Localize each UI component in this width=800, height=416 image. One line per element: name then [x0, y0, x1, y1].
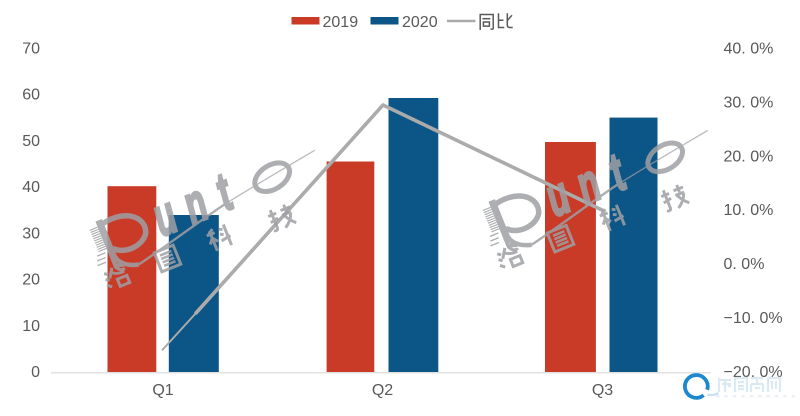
- svg-text:60: 60: [22, 87, 40, 104]
- svg-text:−10. 0%: −10. 0%: [724, 310, 783, 327]
- svg-text:Q2: Q2: [372, 382, 393, 399]
- svg-text:0. 0%: 0. 0%: [724, 256, 765, 273]
- svg-text:2020: 2020: [402, 14, 438, 31]
- svg-text:Q1: Q1: [152, 382, 173, 399]
- svg-text:50: 50: [22, 133, 40, 150]
- svg-text:20: 20: [22, 272, 40, 289]
- svg-text:0: 0: [31, 364, 40, 381]
- svg-text:2019: 2019: [323, 14, 359, 31]
- svg-text:40. 0%: 40. 0%: [724, 40, 774, 57]
- svg-text:30: 30: [22, 225, 40, 242]
- svg-text:10: 10: [22, 318, 40, 335]
- svg-text:30. 0%: 30. 0%: [724, 94, 774, 111]
- svg-text:10. 0%: 10. 0%: [724, 202, 774, 219]
- svg-text:Q3: Q3: [592, 382, 613, 399]
- svg-text:20. 0%: 20. 0%: [724, 148, 774, 165]
- svg-text:70: 70: [22, 40, 40, 57]
- svg-text:40: 40: [22, 179, 40, 196]
